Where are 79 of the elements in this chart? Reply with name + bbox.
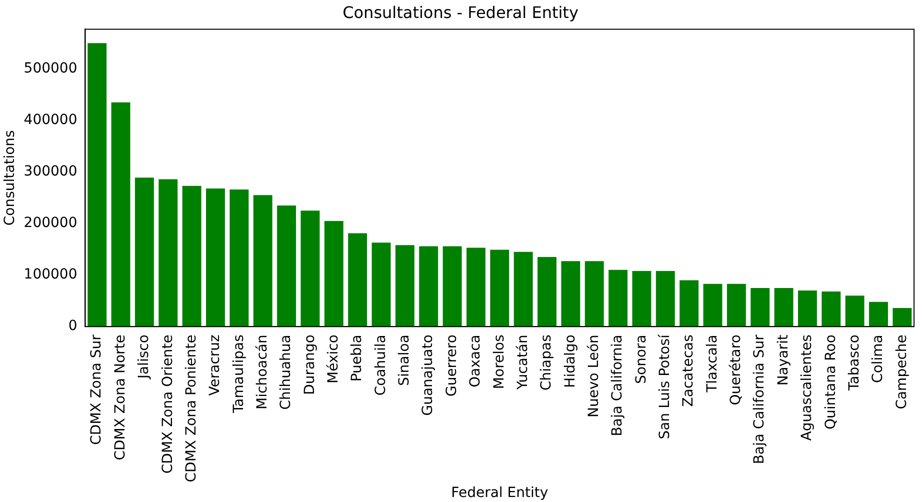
x-tick-label: Querétaro xyxy=(728,334,744,406)
x-tick-label: Coahuila xyxy=(372,334,389,396)
x-tick-label: Chihuahua xyxy=(278,334,294,410)
bar xyxy=(277,205,296,327)
x-tick-label: Michoacán xyxy=(254,334,270,410)
bar xyxy=(703,284,722,327)
bar xyxy=(348,233,368,327)
x-tick-label: CDMX Zona Poniente xyxy=(183,334,200,482)
chart-title: Consultations - Federal Entity xyxy=(342,2,578,22)
x-tick-label: Baja California Sur xyxy=(752,334,768,464)
bar xyxy=(134,178,154,327)
y-tick-label: 0 xyxy=(68,318,78,334)
bar xyxy=(206,188,225,327)
bar xyxy=(726,284,746,327)
x-tick-label: San Luis Potosí xyxy=(657,334,674,440)
y-tick-label: 500000 xyxy=(24,60,78,77)
bar xyxy=(395,245,414,327)
y-tick-label: 100000 xyxy=(24,266,78,283)
bar xyxy=(656,270,675,327)
bar xyxy=(798,290,817,327)
bar xyxy=(822,292,841,327)
y-tick-label: 300000 xyxy=(24,164,78,180)
x-tick-label: Sonora xyxy=(633,334,650,384)
x-tick-label: Guerrero xyxy=(444,334,460,397)
bar xyxy=(892,308,912,327)
x-tick-label: CDMX Zona Sur xyxy=(88,334,105,445)
x-tick-label: Durango xyxy=(302,334,318,395)
bar xyxy=(608,270,628,327)
x-tick-label: Hidalgo xyxy=(562,334,578,388)
bar xyxy=(182,186,202,327)
x-tick-label: Veracruz xyxy=(207,334,224,396)
bar xyxy=(538,257,556,327)
bar xyxy=(680,280,699,327)
bar xyxy=(584,261,604,327)
x-tick-label: Campeche xyxy=(894,334,910,410)
bar xyxy=(632,270,652,327)
x-tick-label: Jalisco xyxy=(136,334,152,380)
x-tick-label: Colima xyxy=(870,334,886,383)
bar xyxy=(88,43,107,327)
x-tick-label: Nuevo León xyxy=(586,334,602,418)
bar xyxy=(419,246,438,327)
x-tick-label: Morelos xyxy=(491,334,508,390)
bar xyxy=(561,261,580,327)
x-tick-label: Puebla xyxy=(349,334,366,382)
bar xyxy=(869,302,888,327)
x-tick-label: CDMX Zona Norte xyxy=(112,334,128,460)
x-tick-label: Chiapas xyxy=(538,334,555,390)
x-tick-label: CDMX Zona Oriente xyxy=(160,334,176,474)
x-tick-label: Aguascalientes xyxy=(799,334,816,441)
x-tick-label: México xyxy=(326,334,342,384)
bar xyxy=(324,220,344,327)
bar xyxy=(372,242,391,327)
bar xyxy=(300,210,320,327)
bar xyxy=(490,250,510,327)
x-tick-label: Quintana Roo xyxy=(822,334,839,430)
bar xyxy=(442,246,462,327)
bar xyxy=(514,252,533,327)
x-tick-label: Nayarit xyxy=(775,334,792,386)
bar xyxy=(750,288,770,327)
y-tick-label: 400000 xyxy=(24,112,78,128)
x-tick-label: Tlaxcala xyxy=(704,334,720,394)
bar xyxy=(111,102,130,327)
x-tick-label: Tabasco xyxy=(846,334,862,392)
x-tick-label: Oaxaca xyxy=(468,334,484,388)
bar xyxy=(774,288,794,327)
y-axis-title: Consultations xyxy=(2,130,18,226)
bar xyxy=(466,248,486,327)
bar xyxy=(253,195,272,327)
bar xyxy=(845,296,864,327)
bar xyxy=(230,190,249,327)
x-tick-label: Tamaulipas xyxy=(230,334,247,414)
x-tick-label: Baja California xyxy=(610,334,626,436)
x-tick-label: Guanajuato xyxy=(420,334,436,416)
x-axis-title: Federal Entity xyxy=(451,485,548,502)
y-tick-label: 200000 xyxy=(24,215,78,232)
x-tick-label: Yucatán xyxy=(514,334,531,391)
x-tick-label: Zacatecas xyxy=(680,334,697,407)
bar xyxy=(158,179,178,327)
x-tick-label: Sinaloa xyxy=(396,334,413,386)
